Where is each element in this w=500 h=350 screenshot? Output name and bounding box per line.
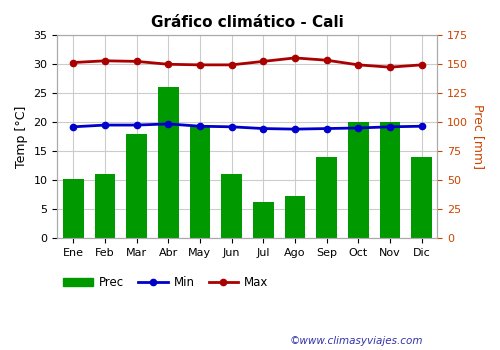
Bar [63,179,84,238]
Bar [190,127,210,238]
Bar [253,202,274,238]
Bar [316,157,337,238]
Bar [412,157,432,238]
Text: ©www.climasyviajes.com: ©www.climasyviajes.com [290,336,424,346]
Title: Gráfico climático - Cali: Gráfico climático - Cali [151,15,344,30]
Bar [348,122,368,238]
Bar [380,122,400,238]
Bar [222,174,242,238]
Bar [94,174,115,238]
Bar [126,134,147,238]
Bar [284,196,305,238]
Y-axis label: Prec [mm]: Prec [mm] [472,104,485,169]
Legend: Prec, Min, Max: Prec, Min, Max [64,276,268,289]
Y-axis label: Temp [°C]: Temp [°C] [15,105,28,168]
Bar [158,88,178,238]
